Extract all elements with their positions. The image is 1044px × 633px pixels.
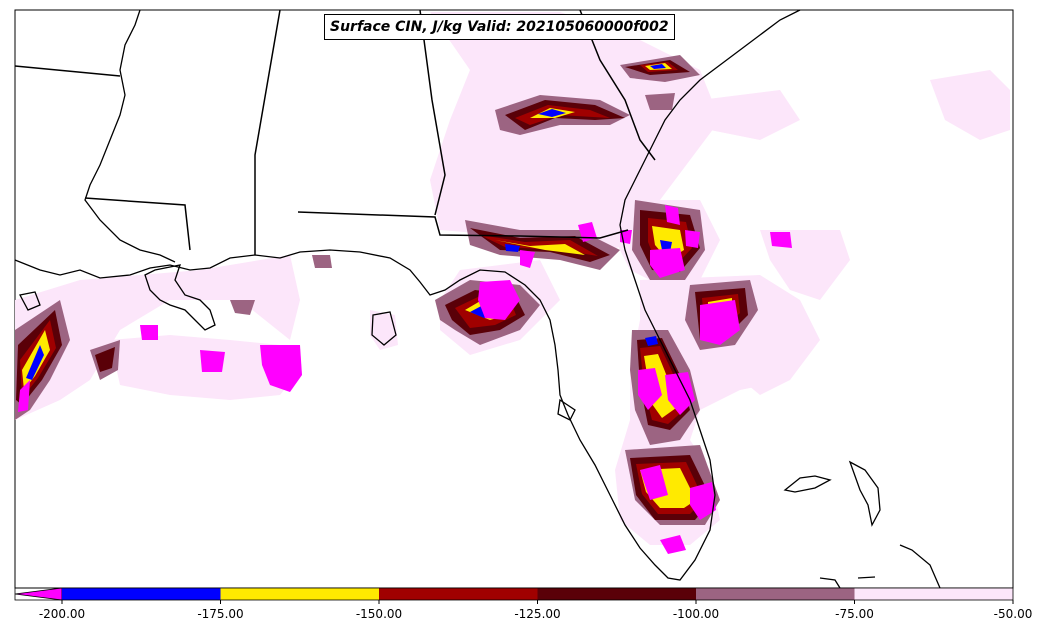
colorbar-tick-label: -125.00 <box>514 607 561 621</box>
state-borders <box>14 9 656 255</box>
colorbar-underflow-triangle <box>14 587 63 601</box>
colorbar-bin-0 <box>62 588 221 600</box>
colorbar-bin-5 <box>854 588 1013 600</box>
colorbar-tick-label: -175.00 <box>197 607 244 621</box>
map-title: Surface CIN, J/kg Valid: 202105060000f00… <box>324 14 675 40</box>
colorbar-tick-label: -50.00 <box>993 607 1033 621</box>
colorbar-bin-2 <box>379 588 538 600</box>
cin-field <box>15 12 1010 554</box>
colorbar-tick-label: -100.00 <box>672 607 720 621</box>
colorbar-bin-3 <box>537 588 696 600</box>
colorbar-tick-label: -75.00 <box>835 607 874 621</box>
colorbar-bin-1 <box>220 588 379 600</box>
coastlines <box>14 9 941 589</box>
colorbar-tick-label: -200.00 <box>38 607 86 621</box>
colorbar <box>14 587 1014 604</box>
colorbar-tick-label: -150.00 <box>355 607 403 621</box>
colorbar-bin-4 <box>696 588 855 600</box>
